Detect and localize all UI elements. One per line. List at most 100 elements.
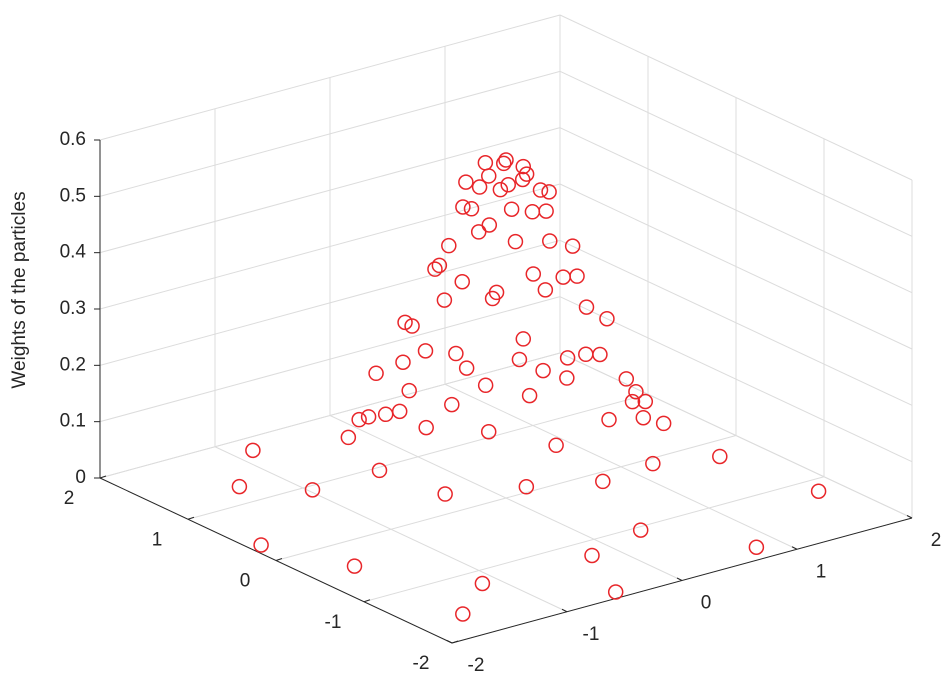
data-point bbox=[245, 442, 261, 459]
data-point bbox=[351, 411, 367, 428]
data-point bbox=[470, 224, 487, 240]
data-point bbox=[455, 199, 471, 215]
data-point bbox=[628, 383, 644, 400]
grid-line bbox=[559, 70, 913, 237]
grid-line bbox=[559, 296, 913, 463]
data-point bbox=[417, 343, 434, 359]
y-tick bbox=[99, 475, 107, 479]
data-point bbox=[437, 486, 453, 502]
data-point bbox=[371, 462, 388, 479]
y-tick bbox=[275, 558, 283, 561]
grid-line bbox=[99, 70, 561, 197]
data-point bbox=[346, 558, 363, 574]
data-point bbox=[537, 282, 554, 298]
data-point bbox=[564, 238, 581, 254]
x-tick-label: -1 bbox=[583, 624, 600, 645]
y-tick bbox=[451, 640, 459, 644]
data-point bbox=[518, 166, 535, 182]
x-tick-label: -2 bbox=[468, 655, 485, 676]
data-point bbox=[436, 292, 453, 308]
data-point bbox=[481, 168, 497, 184]
data-point bbox=[515, 158, 531, 175]
data-point bbox=[441, 237, 457, 254]
data-point bbox=[514, 171, 531, 188]
y-tick bbox=[187, 516, 195, 520]
data-point bbox=[578, 346, 594, 363]
data-point bbox=[559, 370, 575, 386]
data-point bbox=[515, 331, 532, 347]
z-axis-label: Weights of the particles bbox=[9, 191, 30, 388]
data-point bbox=[712, 448, 728, 465]
data-point bbox=[548, 437, 564, 454]
data-point bbox=[458, 360, 475, 376]
data-point bbox=[496, 155, 512, 172]
x-tick bbox=[446, 640, 453, 644]
data-point bbox=[518, 479, 535, 495]
grid-line bbox=[559, 14, 913, 181]
data-point bbox=[559, 350, 576, 366]
data-point bbox=[427, 261, 443, 277]
data-point bbox=[538, 203, 554, 219]
data-point bbox=[555, 269, 571, 285]
grid-line bbox=[99, 127, 561, 254]
data-point bbox=[492, 181, 509, 198]
grid-line bbox=[559, 183, 913, 350]
data-point bbox=[481, 217, 498, 233]
data-point bbox=[397, 314, 413, 331]
grid-line bbox=[559, 352, 913, 519]
data-point bbox=[599, 310, 615, 327]
data-point bbox=[748, 539, 765, 555]
grid-line bbox=[99, 296, 561, 423]
data-point bbox=[480, 423, 497, 440]
data-point bbox=[477, 155, 494, 171]
data-point bbox=[458, 174, 474, 190]
data-point bbox=[391, 403, 408, 420]
data-point bbox=[635, 409, 652, 426]
x-tick-label: 0 bbox=[701, 593, 712, 614]
grid-line bbox=[559, 239, 913, 406]
data-point bbox=[592, 346, 608, 363]
data-point bbox=[253, 537, 269, 553]
z-tick-label: 0.1 bbox=[60, 411, 86, 432]
grid-line bbox=[99, 352, 561, 479]
data-point bbox=[368, 365, 384, 382]
data-point bbox=[810, 483, 827, 499]
data-point bbox=[471, 179, 488, 195]
data-point bbox=[360, 409, 377, 425]
data-point bbox=[231, 478, 248, 495]
y-tick-label: 2 bbox=[64, 488, 75, 509]
grid-line bbox=[363, 476, 825, 603]
data-point bbox=[542, 233, 558, 249]
data-point bbox=[484, 290, 501, 307]
data-point bbox=[304, 482, 321, 498]
data-point bbox=[584, 547, 600, 564]
data-point bbox=[395, 354, 411, 371]
x-tick-label: 2 bbox=[931, 530, 942, 551]
data-point bbox=[532, 182, 549, 198]
grid-line bbox=[275, 435, 737, 561]
data-point bbox=[477, 377, 494, 394]
data-point bbox=[632, 522, 649, 538]
data-point bbox=[500, 177, 516, 193]
y-tick-label: -2 bbox=[413, 653, 430, 674]
grid-line bbox=[99, 239, 561, 366]
data-point bbox=[448, 345, 464, 362]
data-point bbox=[455, 606, 471, 622]
data-point bbox=[377, 406, 394, 423]
x-tick-label: 1 bbox=[816, 561, 827, 582]
data-point bbox=[431, 257, 448, 274]
grid-line bbox=[99, 183, 561, 310]
data-point bbox=[624, 393, 641, 410]
data-point bbox=[607, 584, 624, 600]
y-tick-label: 0 bbox=[240, 571, 251, 592]
z-tick-label: 0.6 bbox=[60, 129, 86, 150]
x-tick bbox=[676, 577, 683, 581]
grid-line bbox=[559, 127, 913, 294]
data-point bbox=[401, 382, 417, 399]
data-point bbox=[454, 274, 470, 290]
y-tick-label: 1 bbox=[152, 529, 163, 550]
data-point bbox=[498, 152, 514, 168]
data-point bbox=[578, 299, 595, 315]
z-tick-label: 0.5 bbox=[60, 185, 86, 206]
